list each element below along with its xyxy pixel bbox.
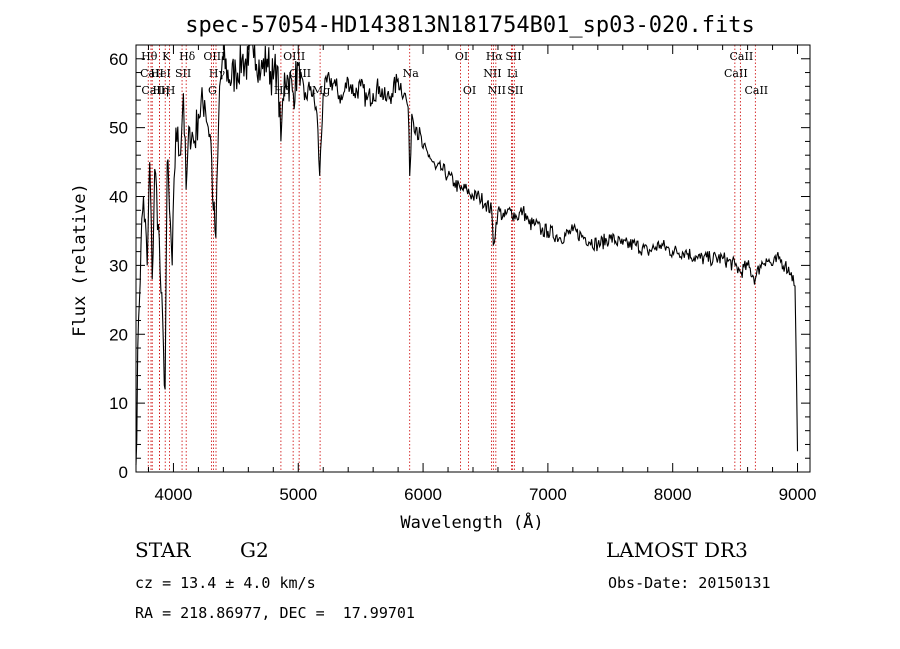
spectral-line-label: SII (505, 50, 521, 63)
x-axis-label: Wavelength (Å) (400, 511, 543, 533)
y-axis-label: Flux (relative) (70, 183, 90, 337)
spectral-line-label: Mg (312, 84, 330, 97)
x-tick-label: 7000 (529, 485, 567, 504)
spectral-line-label: OI (463, 84, 476, 97)
spectral-line-label: K (162, 50, 171, 63)
redshift-velocity: cz = 13.4 ± 4.0 km/s (135, 574, 316, 592)
object-subclass: G2 (240, 538, 269, 562)
axes: 4000 5000 6000 7000 8000 9000 0 10 20 30 40 50 60 (109, 45, 816, 504)
spectral-line-label: Hα (486, 50, 504, 63)
survey-name: LAMOST DR3 (606, 538, 748, 562)
spectral-line-label: NII (488, 84, 506, 97)
y-tick-label: 0 (119, 463, 128, 482)
observation-date: Obs-Date: 20150131 (608, 574, 771, 592)
x-tick-label: 8000 (654, 485, 692, 504)
spectral-line-label: CaII (744, 84, 768, 97)
spectral-line-label: Hθ (141, 50, 158, 63)
object-class: STAR (135, 538, 191, 562)
y-tick-label: 20 (109, 325, 128, 344)
y-tick-label: 60 (109, 50, 128, 69)
spectral-line-label: CaII (141, 84, 165, 97)
y-tick-label: 10 (109, 394, 128, 413)
spectral-line-label: Na (403, 67, 420, 80)
spectral-line-label: OI (455, 50, 468, 63)
spectral-line-label: SII (175, 67, 191, 80)
y-tick-label: 30 (109, 256, 128, 275)
spectrum-series (135, 44, 799, 466)
x-tick-label: 6000 (404, 485, 442, 504)
spectral-line-label: G (208, 84, 217, 97)
spectral-line-label: CaII (730, 50, 754, 63)
spectral-line-label: Li (507, 67, 518, 80)
x-tick-label: 9000 (779, 485, 817, 504)
sky-coordinates: RA = 218.86977, DEC = 17.99701 (135, 604, 415, 622)
x-tick-label: 4000 (155, 485, 193, 504)
spectral-line-label: CaII (724, 67, 748, 80)
x-tick-label: 5000 (279, 485, 317, 504)
y-tick-label: 50 (109, 119, 128, 138)
y-tick-label: 40 (109, 188, 128, 207)
spectral-line-label: NII (483, 67, 501, 80)
spectral-line-label: OIII (203, 50, 225, 63)
spectral-line-label: Hη (152, 84, 168, 97)
spectral-line-label: HeI (150, 67, 170, 80)
spectral-line-label: SII (507, 84, 523, 97)
spectral-line-label: H (166, 84, 176, 97)
chart-title: spec-57054-HD143813N181754B01_sp03-020.f… (185, 13, 755, 38)
spectral-line-label: OIII (283, 50, 305, 63)
spectral-line-label: Hδ (179, 50, 196, 63)
spectrum-line (135, 44, 799, 466)
